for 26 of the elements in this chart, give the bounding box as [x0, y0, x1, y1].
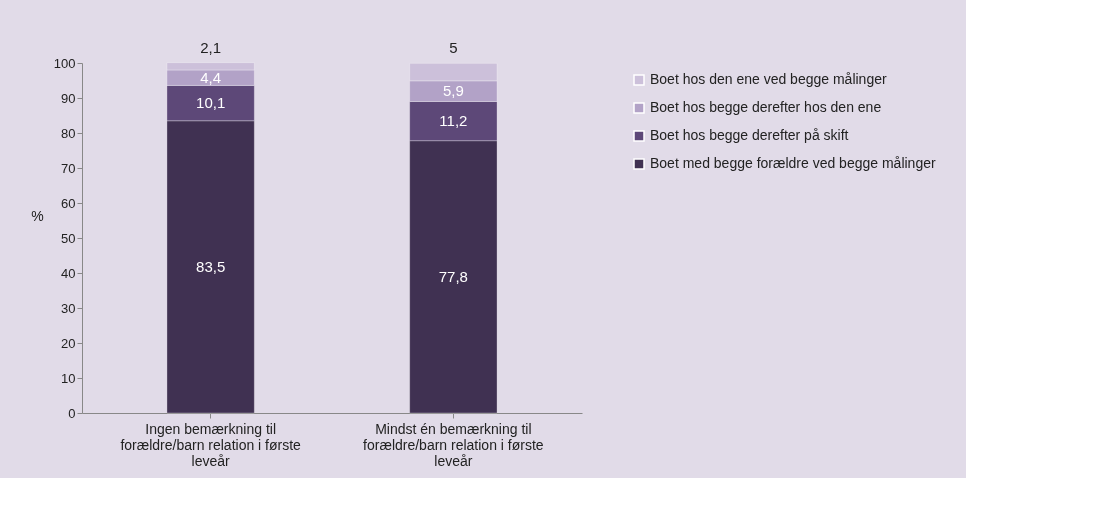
y-tick-label: 40: [61, 265, 76, 281]
legend-label: Boet med begge forældre ved begge målinger: [650, 155, 936, 171]
y-tick-label: 10: [61, 370, 76, 386]
y-tick-label: 80: [61, 125, 76, 141]
legend-label: Boet hos den ene ved begge målinger: [650, 71, 887, 87]
legend-label: Boet hos begge derefter på skift: [650, 127, 849, 143]
y-tick-label: 60: [61, 195, 76, 211]
legend-label: Boet hos begge derefter hos den ene: [650, 99, 882, 115]
x-tick-label: Ingen bemærkning til forældre/barn relation i første leveår: [120, 420, 302, 469]
data-label: 10,1: [196, 94, 226, 112]
data-label: 11,2: [439, 112, 468, 130]
y-tick-label: 30: [61, 300, 76, 316]
y-tick-label: 50: [61, 230, 76, 246]
data-label: 5: [449, 39, 458, 57]
data-label: 5,9: [442, 82, 464, 100]
y-tick-label: 100: [53, 55, 76, 71]
x-tick-label: Mindst én bemærkning til forældre/barn relation i første leveår: [363, 420, 544, 469]
data-label: 4,4: [200, 68, 222, 86]
y-tick-label: 20: [61, 335, 76, 351]
data-label: 2,1: [200, 38, 222, 56]
data-label: 83,5: [196, 257, 226, 275]
y-axis-title: %: [31, 207, 44, 224]
data-label: 77,8: [438, 267, 468, 285]
y-tick-label: 0: [68, 405, 76, 421]
y-tick-label: 70: [61, 160, 76, 176]
y-tick-label: 90: [61, 90, 76, 106]
